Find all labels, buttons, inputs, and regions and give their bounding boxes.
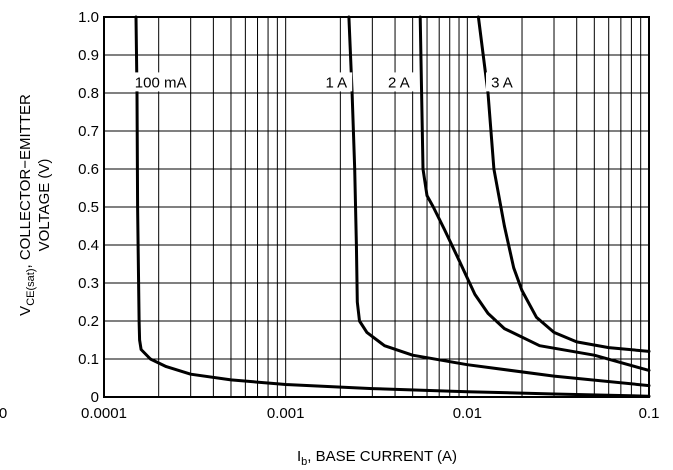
y-tick-labels: 0 0.1 0.2 0.3 0.4 0.5 0.6 0.7 0.8 0.9 1.0	[78, 9, 99, 406]
chart-curves	[134, 15, 651, 398]
x-tick-label: 0.01	[453, 405, 482, 422]
y-tick-label: 0.1	[78, 351, 99, 368]
series-label: 100 mA	[135, 74, 187, 91]
series-curve	[134, 15, 651, 398]
y-tick-label: 0	[91, 389, 99, 406]
series-label: 3 A	[491, 74, 513, 91]
y-axis-title-line1: VCE(sat), COLLECTOR−EMITTER	[17, 94, 37, 316]
series-label-background	[382, 72, 415, 92]
series-label: 1 A	[325, 74, 347, 91]
series-label-background	[486, 72, 518, 92]
x-tick-label: 0.0001	[81, 405, 127, 422]
y-tick-label: 0.2	[78, 313, 99, 330]
x-extra-label: 0	[0, 405, 7, 422]
series-label: 2 A	[388, 74, 410, 91]
y-tick-label: 0.3	[78, 275, 99, 292]
y-axis-title-line2: VOLTAGE (V)	[36, 159, 53, 252]
y-tick-label: 0.6	[78, 161, 99, 178]
series-labels: 100 mA 1 A 2 A 3 A	[131, 72, 518, 92]
y-tick-label: 0.9	[78, 47, 99, 64]
y-axis-title: VCE(sat), COLLECTOR−EMITTER VOLTAGE (V)	[17, 94, 53, 316]
x-axis-title: Ib, BASE CURRENT (A)	[297, 448, 457, 468]
series-label-background	[320, 72, 353, 92]
x-tick-label: 0.001	[267, 405, 305, 422]
y-tick-label: 0.7	[78, 123, 99, 140]
y-tick-label: 0.4	[78, 237, 99, 254]
series-label-background	[131, 72, 190, 92]
x-tick-labels: 0.0001 0.001 0.01 0.1	[81, 405, 659, 422]
plot-frame	[103, 16, 650, 398]
series-curve	[418, 15, 651, 372]
y-tick-label: 1.0	[78, 9, 99, 26]
y-tick-label: 0.5	[78, 199, 99, 216]
series-curve	[476, 15, 651, 353]
x-tick-label: 0.1	[639, 405, 660, 422]
series-curve	[347, 15, 651, 388]
y-tick-label: 0.8	[78, 85, 99, 102]
